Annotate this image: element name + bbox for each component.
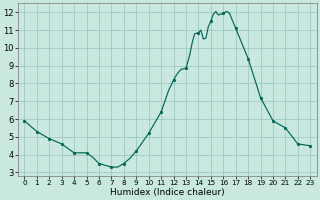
X-axis label: Humidex (Indice chaleur): Humidex (Indice chaleur) — [110, 188, 225, 197]
